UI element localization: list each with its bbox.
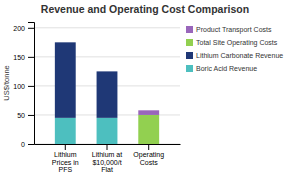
x-tick-label-line: Flat [101, 166, 113, 173]
legend-item: Product Transport Costs [186, 26, 272, 34]
bar-segment [55, 42, 76, 118]
bar-segment [97, 71, 118, 117]
y-tick-label: 0 [21, 141, 25, 148]
bar-series [55, 42, 118, 118]
x-tick-label-line: $10,000/t [92, 159, 121, 166]
bar-segment [138, 115, 159, 144]
bar-segment [55, 42, 76, 43]
x-tick: Lithium at$10,000/tFlat [92, 144, 122, 173]
y-axis-line [28, 23, 35, 145]
bar-series [138, 115, 159, 144]
y-tick-mark [28, 144, 34, 145]
y-tick-mark [28, 115, 34, 116]
legend-item: Total Site Operating Costs [186, 39, 278, 47]
y-axis: 0 50 100 150 200 [13, 23, 34, 148]
x-tick: OperatingCosts [133, 144, 164, 166]
grid [34, 28, 180, 144]
x-tick: LithiumPrices inPFS [52, 144, 79, 173]
y-tick-mark [28, 28, 34, 29]
x-tick-label-line: PFS [58, 166, 72, 173]
bar-series [138, 110, 159, 115]
bar-series [55, 118, 118, 144]
legend-swatch [186, 39, 193, 46]
y-tick: 50 [17, 112, 34, 119]
legend-label: Product Transport Costs [196, 26, 272, 34]
legend-label: Lithium Carbonate Revenue [196, 52, 283, 59]
x-tick-mark [107, 144, 108, 150]
bar-segment [138, 110, 159, 115]
y-tick-label: 100 [13, 83, 25, 90]
x-tick-label-line: Prices in [52, 159, 79, 166]
x-tick-label-line: Lithium [54, 151, 77, 158]
x-tick-label: OperatingCosts [133, 151, 164, 166]
y-tick-label: 50 [17, 112, 25, 119]
bar-segment [97, 71, 118, 72]
y-tick-mark [28, 86, 34, 87]
legend-swatch [186, 26, 193, 33]
title: Revenue and Operating Cost Comparison [41, 3, 249, 15]
chart: 0 50 100 150 200 LithiumPrices inPFS Lithium a… [0, 0, 290, 174]
x-tick-label: Lithium at$10,000/tFlat [92, 151, 122, 173]
y-tick: 200 [13, 25, 34, 32]
legend-label: Total Site Operating Costs [196, 39, 278, 47]
x-tick-label-line: Lithium at [92, 151, 122, 158]
legend-item: Lithium Carbonate Revenue [186, 52, 283, 59]
legend-swatch [186, 65, 193, 72]
legend-swatch [186, 52, 193, 59]
legend-item: Boric Acid Revenue [186, 65, 257, 72]
bar-segment [55, 118, 76, 144]
bar-segment [97, 71, 118, 72]
bars [55, 42, 159, 144]
x-axis: LithiumPrices inPFS Lithium at$10,000/tFl… [35, 144, 181, 173]
legend: Product Transport Costs Total Site Operat… [186, 26, 283, 72]
y-tick: 0 [21, 141, 34, 148]
x-tick-label: LithiumPrices inPFS [52, 151, 79, 173]
x-tick-mark [65, 144, 66, 150]
plot-area: 0 50 100 150 200 LithiumPrices inPFS Lithium a… [13, 23, 180, 174]
y-tick: 150 [13, 54, 34, 61]
y-tick-mark [28, 57, 34, 58]
bar-segment [55, 42, 76, 43]
y-tick: 100 [13, 83, 34, 90]
y-tick-label: 200 [13, 25, 25, 32]
y-axis-title: US$/tonne [2, 65, 11, 100]
x-tick-mark [148, 144, 149, 150]
y-tick-label: 150 [13, 54, 25, 61]
grid-line [34, 27, 180, 28]
x-tick-label-line: Costs [140, 159, 158, 166]
bar-segment [97, 118, 118, 144]
legend-label: Boric Acid Revenue [196, 65, 257, 72]
